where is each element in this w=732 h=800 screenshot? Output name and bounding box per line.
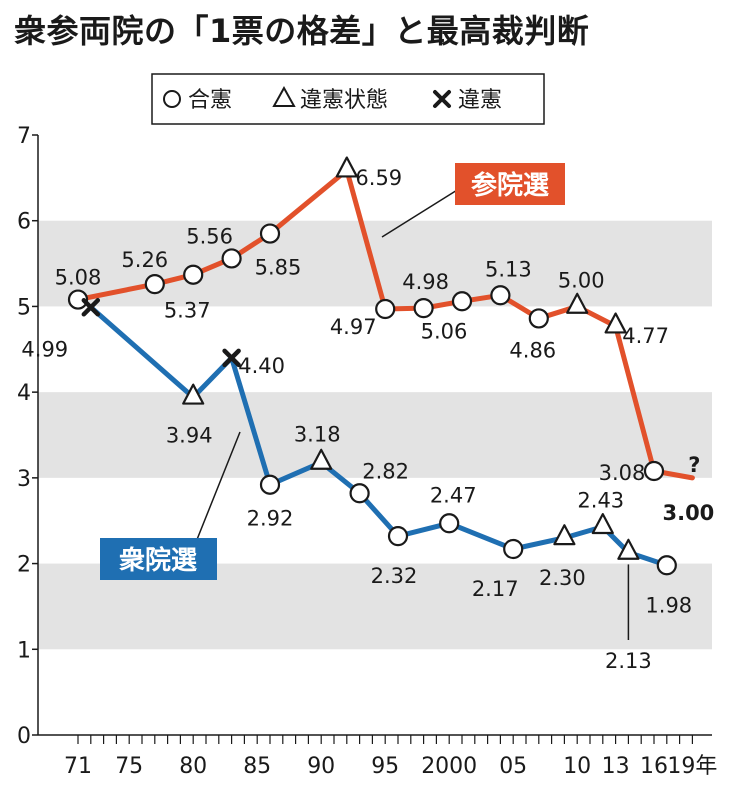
triangle-marker <box>335 156 358 178</box>
circle-marker <box>259 474 281 495</box>
cross-marker <box>81 298 101 317</box>
circle-marker <box>387 526 409 547</box>
circle-marker <box>490 285 511 306</box>
data-label: 5.56 <box>186 224 233 248</box>
data-label: 5.85 <box>255 256 302 280</box>
x-tick-label: 05 <box>499 754 527 779</box>
y-tick-label: 3 <box>17 467 31 492</box>
y-tick-label: 6 <box>17 210 31 235</box>
series-tag-upper <box>455 163 565 205</box>
data-label: 3.94 <box>166 423 213 447</box>
x-tick-label: 10 <box>563 754 591 779</box>
x-tick-label: 75 <box>115 754 143 779</box>
circle-marker <box>439 513 460 534</box>
triangle-marker <box>617 538 640 560</box>
triangle-marker <box>182 383 205 405</box>
circle-marker <box>349 483 370 504</box>
x-tick-label: 19年 <box>667 754 717 779</box>
data-label: 4.99 <box>21 337 68 361</box>
x-tick-label: 95 <box>371 754 399 779</box>
y-tick-label: 1 <box>17 638 31 663</box>
legend-label: 違憲状態 <box>300 88 388 113</box>
cross-marker <box>222 348 241 368</box>
data-label: 5.37 <box>164 299 211 323</box>
x-tick-label: 80 <box>179 754 207 779</box>
data-label: 2.30 <box>539 566 586 590</box>
x-tick-label: 2000 <box>421 754 477 779</box>
legend: 合憲 違憲状態 違憲 <box>151 73 545 125</box>
legend-cross-icon <box>433 90 451 108</box>
triangle-marker <box>553 524 576 546</box>
data-labels: 5.08 5.26 5.37 5.56 5.85 6.59 4.97 4.98 5.06 5.13… <box>21 166 714 673</box>
data-label: 4.98 <box>402 270 449 294</box>
data-label: 5.06 <box>421 319 468 343</box>
x-tick-label: 13 <box>602 754 630 779</box>
callout-pointer <box>195 431 241 543</box>
circle-marker <box>413 298 434 319</box>
callout-pointer <box>381 186 463 238</box>
data-label: 4.40 <box>238 354 285 378</box>
data-label: 5.00 <box>558 268 605 292</box>
circle-marker <box>656 555 677 576</box>
x-tick-label: 71 <box>64 754 92 779</box>
x-tick-label: 85 <box>243 754 271 779</box>
data-label: 1.98 <box>645 593 692 617</box>
y-tick-label: 2 <box>17 553 31 578</box>
y-tick-label: 0 <box>17 724 31 749</box>
data-label: 5.08 <box>55 266 102 290</box>
data-label: 2.47 <box>430 483 477 507</box>
legend-circle-icon <box>163 90 181 108</box>
data-label: 3.08 <box>599 461 646 485</box>
question-label: ? <box>688 453 700 477</box>
circle-marker <box>67 289 89 310</box>
circle-marker <box>643 460 665 482</box>
data-markers <box>67 156 677 576</box>
data-label: 4.97 <box>330 315 377 339</box>
data-label: 2.43 <box>577 489 624 513</box>
x-tick-label: 90 <box>307 754 335 779</box>
y-tick-label: 7 <box>17 124 31 149</box>
data-label: 2.17 <box>472 577 519 601</box>
circle-marker <box>221 248 242 269</box>
series-tag-lower <box>100 538 217 580</box>
grid-band <box>38 392 712 478</box>
series-tag-label: 衆院選 <box>119 545 197 576</box>
triangle-marker <box>591 513 614 535</box>
data-label: 5.13 <box>485 257 532 281</box>
circle-marker <box>144 274 165 295</box>
circle-marker <box>503 538 524 560</box>
triangle-marker <box>604 312 627 334</box>
data-label: 6.59 <box>355 166 402 190</box>
circle-marker <box>528 308 549 329</box>
x-tick-label: 16 <box>640 754 668 779</box>
data-label: 5.26 <box>121 248 168 272</box>
circle-marker <box>183 264 204 285</box>
y-tick-label: 5 <box>17 295 31 320</box>
data-label: 3.18 <box>294 422 341 446</box>
circle-marker <box>375 298 396 320</box>
chart-title: 衆参両院の「1票の格差」と最高裁判断 <box>14 12 590 50</box>
legend-label: 違憲 <box>458 88 502 113</box>
legend-label: 合憲 <box>188 88 232 113</box>
data-label: 3.00 <box>662 501 714 525</box>
triangle-marker <box>566 292 589 314</box>
series-tag-label: 参院選 <box>471 170 549 201</box>
triangle-marker <box>310 448 333 470</box>
data-label: 2.13 <box>605 649 652 673</box>
data-label: 2.82 <box>362 459 409 483</box>
data-label: 4.86 <box>509 338 556 362</box>
y-tick-label: 4 <box>17 381 31 406</box>
data-label: 2.32 <box>371 564 418 588</box>
circle-marker <box>259 223 281 244</box>
data-label: 4.77 <box>622 324 669 348</box>
legend-triangle-icon <box>272 85 296 107</box>
data-label: 2.92 <box>247 507 294 531</box>
legend-box <box>151 73 545 125</box>
circle-marker <box>451 291 473 312</box>
